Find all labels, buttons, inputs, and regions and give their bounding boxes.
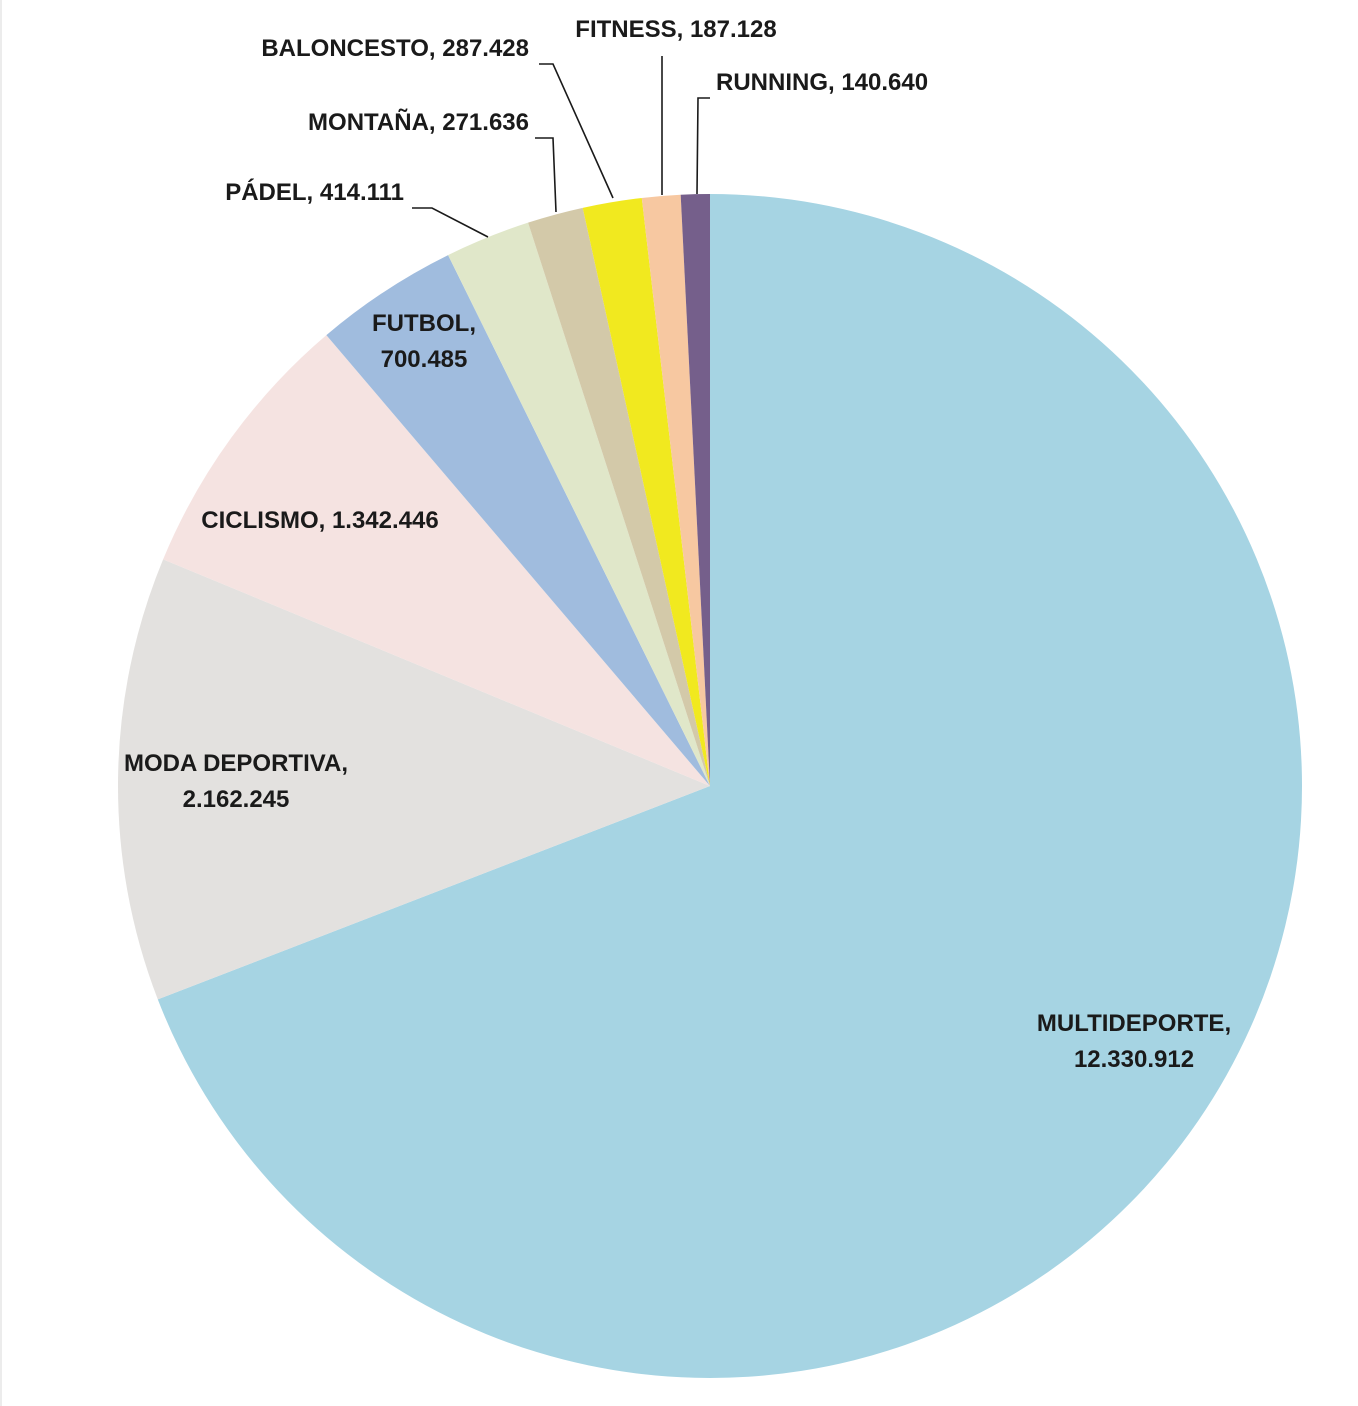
slice-label-running: RUNNING, 140.640 [716,69,928,96]
pie-slice-baloncesto [582,197,710,786]
slice-label-fitness: FITNESS, 187.128 [575,16,776,43]
leader-line-baloncesto [539,63,614,199]
pie-slice-multideporte [157,194,1303,1379]
pie-slice-running [680,194,710,786]
slice-label-baloncesto: BALONCESTO, 287.428 [261,35,529,62]
slice-label-montana: MONTAÑA, 271.636 [308,108,529,136]
slice-label-multideporte: MULTIDEPORTE, 12.330.912 [1037,1010,1231,1073]
leader-line-montana [535,137,557,213]
slice-label-moda-deportiva: MODA DEPORTIVA, 2.162.245 [124,750,348,813]
slice-labels: MULTIDEPORTE, 12.330.912 MODA DEPORTIVA, 2.… [124,16,1231,1073]
slice-label-futbol: FUTBOL, 700.485 [372,310,476,373]
slice-label-ciclismo: CICLISMO, 1.342.446 [201,507,438,534]
pie-slice-ciclismo [163,335,711,786]
leader-lines [412,56,710,238]
pie-slice-fitness [641,194,710,787]
pie-slice-moda-deportiva [118,559,710,1000]
slice-label-padel: PÁDEL, 414.111 [225,178,404,206]
pie-slices [118,194,1303,1379]
leader-line-padel [412,207,489,238]
leader-line-running [696,97,710,195]
pie-slice-padel [448,222,710,786]
pie-slice-montana [528,207,710,787]
pie-slice-futbol [326,255,710,786]
